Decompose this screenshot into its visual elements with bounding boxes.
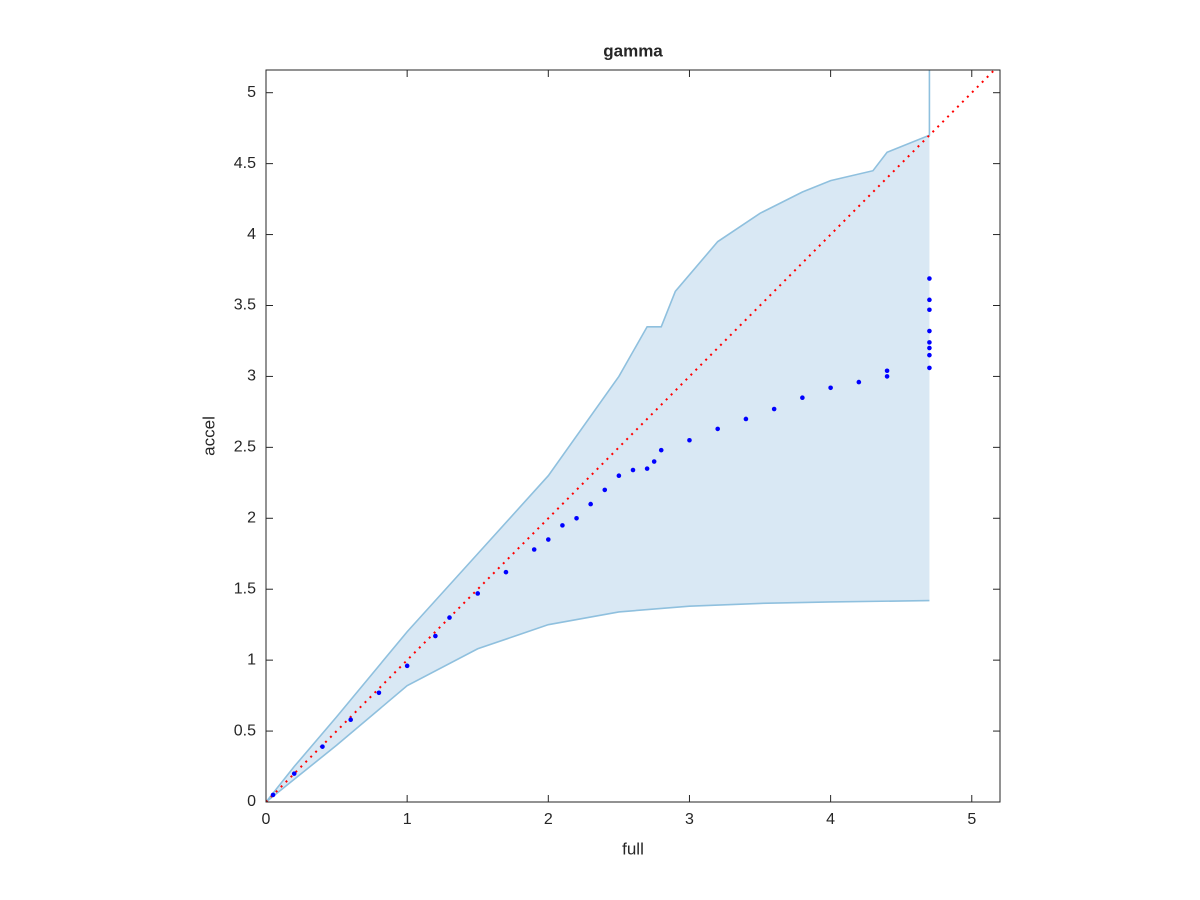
point: [270, 792, 276, 798]
y-tick-label: 2: [247, 509, 256, 526]
point: [927, 345, 932, 351]
point: [644, 466, 650, 471]
point: [348, 717, 353, 723]
point: [651, 459, 657, 464]
point: [320, 744, 325, 749]
point: [687, 437, 692, 443]
y-tick-label: 4.5: [234, 155, 256, 172]
y-tick-label: 0: [247, 793, 256, 810]
point: [546, 537, 551, 542]
point: [856, 379, 862, 385]
point: [616, 473, 622, 479]
point: [828, 385, 833, 391]
point: [800, 395, 805, 400]
point: [927, 340, 932, 345]
point: [927, 352, 932, 358]
point: [376, 690, 382, 696]
x-tick-label: 2: [544, 811, 553, 828]
point: [291, 771, 297, 776]
point: [743, 416, 749, 422]
point: [475, 591, 481, 596]
point: [433, 633, 438, 639]
axes-box: [265, 69, 1001, 803]
point: [927, 328, 932, 334]
y-tick-label: 4: [247, 226, 256, 243]
y-axis-label: accel: [199, 416, 218, 456]
x-tick-label: 1: [403, 811, 412, 828]
x-tick-label: 0: [262, 811, 271, 828]
x-tick-label: 5: [967, 811, 976, 828]
y-tick-label: 5: [247, 84, 256, 101]
x-tick-label: 3: [685, 811, 694, 828]
y-tick-label: 3: [247, 368, 256, 385]
point: [447, 615, 452, 620]
point: [503, 569, 509, 575]
point: [884, 368, 890, 374]
y-tick-label: 3.5: [234, 297, 256, 314]
y-tick-label: 0.5: [234, 722, 256, 739]
point: [884, 374, 890, 379]
chart-title: gamma: [603, 41, 663, 60]
point: [602, 487, 608, 493]
plot-area: [266, 70, 996, 802]
point: [531, 547, 537, 552]
y-tick-label: 1.5: [234, 580, 256, 597]
point: [560, 523, 565, 528]
x-axis-label: full: [622, 839, 644, 858]
point: [927, 297, 932, 303]
point: [771, 406, 777, 412]
point: [630, 467, 636, 473]
point: [715, 426, 720, 432]
point: [927, 365, 932, 371]
point: [658, 447, 664, 453]
point: [404, 663, 410, 669]
band-fill: [266, 70, 930, 802]
x-tick-label: 4: [826, 811, 835, 828]
line: [266, 70, 931, 802]
point: [588, 501, 593, 507]
line: [266, 599, 930, 802]
point: [927, 307, 932, 313]
point: [927, 276, 932, 281]
y-tick-label: 1: [247, 651, 256, 668]
point: [574, 515, 579, 521]
y-tick-label: 2.5: [234, 439, 256, 456]
